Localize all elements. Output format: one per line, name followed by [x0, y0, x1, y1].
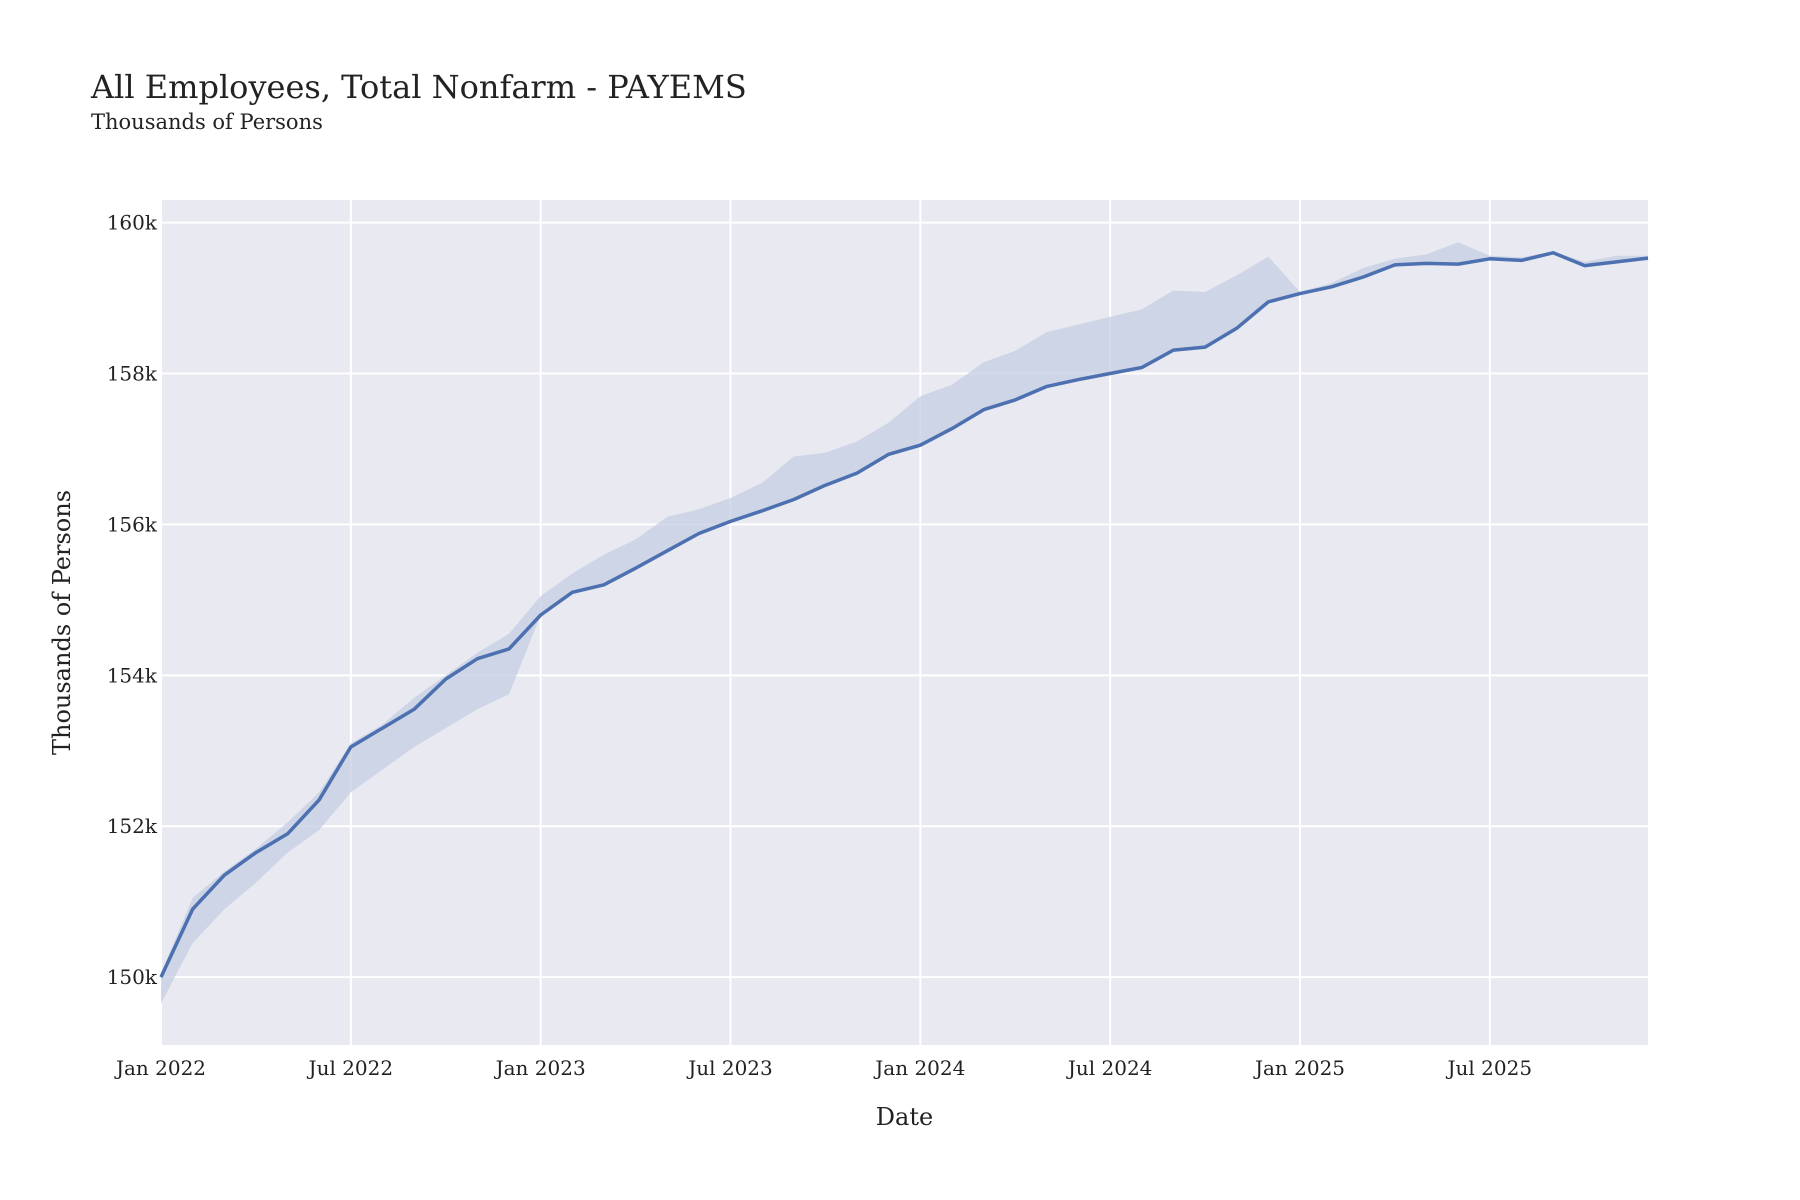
series-line — [159, 251, 1649, 978]
plot-area — [161, 200, 1648, 1045]
x-tick-label: Jan 2023 — [494, 1056, 586, 1080]
x-axis-label: Date — [876, 1103, 933, 1131]
y-tick-label: 150k — [107, 965, 158, 989]
x-axis-ticks: Jan 2022 Jul 2022 Jan 2023 Jul 2023 Jan 2024… — [114, 1056, 1532, 1080]
x-tick-label: Jul 2023 — [686, 1056, 773, 1080]
x-tick-label: Jul 2022 — [307, 1056, 394, 1080]
chart-subtitle: Thousands of Persons — [91, 110, 323, 134]
x-tick-label: Jul 2024 — [1066, 1056, 1153, 1080]
x-tick-label: Jan 2025 — [1253, 1056, 1345, 1080]
x-tick-label: Jan 2022 — [114, 1056, 206, 1080]
x-tick-label: Jan 2024 — [873, 1056, 965, 1080]
y-tick-label: 154k — [107, 663, 158, 687]
y-tick-label: 156k — [107, 512, 158, 536]
y-tick-label: 152k — [107, 814, 158, 838]
y-axis-label: Thousands of Persons — [48, 490, 76, 755]
y-axis-ticks: 150k 152k 154k 156k 158k 160k — [107, 211, 158, 989]
y-tick-label: 160k — [107, 211, 158, 235]
chart-title: All Employees, Total Nonfarm - PAYEMS — [91, 68, 747, 106]
y-tick-label: 158k — [107, 362, 158, 386]
x-tick-label: Jul 2025 — [1446, 1056, 1533, 1080]
